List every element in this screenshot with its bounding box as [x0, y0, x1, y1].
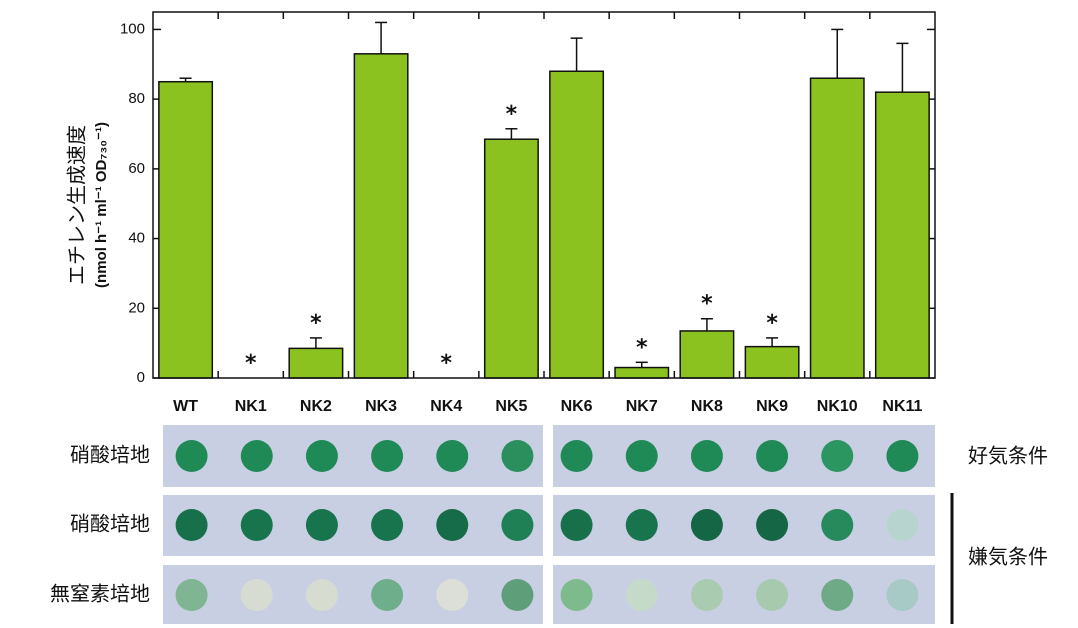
y-tick-label: 100 — [120, 20, 145, 37]
bar — [811, 78, 864, 378]
x-tick-label: NK6 — [561, 398, 593, 415]
row-label: 硝酸培地 — [70, 443, 150, 467]
colony — [626, 579, 658, 611]
x-tick-label: NK9 — [756, 398, 788, 415]
colony — [886, 579, 918, 611]
plates: 好気条件 嫌気条件 硝酸培地硝酸培地無窒素培地 — [50, 425, 1048, 624]
condition-label: 好気条件 — [968, 444, 1048, 468]
colony — [501, 579, 533, 611]
row-label: 無窒素培地 — [50, 582, 150, 606]
colony — [756, 440, 788, 472]
colony — [176, 440, 208, 472]
x-tick-label: NK1 — [235, 398, 267, 415]
significance-marker: * — [766, 311, 778, 336]
colony — [691, 509, 723, 541]
plate — [553, 565, 935, 624]
colony — [691, 440, 723, 472]
bar — [550, 71, 603, 378]
significance-marker: * — [310, 311, 322, 336]
bar — [159, 82, 212, 378]
bar — [485, 139, 538, 378]
colony — [886, 440, 918, 472]
bar — [680, 331, 733, 378]
colony — [436, 440, 468, 472]
x-tick-label: WT — [173, 398, 198, 415]
colony — [241, 440, 273, 472]
y-tick-label: 60 — [128, 160, 145, 177]
colony — [626, 440, 658, 472]
plate — [163, 425, 543, 487]
y-tick-label: 0 — [137, 369, 145, 386]
colony — [371, 579, 403, 611]
x-tick-label: NK3 — [365, 398, 397, 415]
bar — [615, 368, 668, 378]
colony — [306, 509, 338, 541]
row-label: 硝酸培地 — [70, 512, 150, 536]
colony — [561, 440, 593, 472]
plate — [163, 565, 543, 624]
y-axis-label: エチレン生成速度 — [65, 125, 89, 285]
colony — [821, 509, 853, 541]
colony — [821, 440, 853, 472]
significance-marker: * — [506, 102, 518, 127]
x-tick-label: NK10 — [817, 398, 858, 415]
colony — [691, 579, 723, 611]
condition-label: 嫌気条件 — [968, 545, 1048, 569]
significance-marker: * — [636, 335, 648, 360]
colony — [561, 579, 593, 611]
bar — [876, 92, 929, 378]
colony — [241, 579, 273, 611]
colony — [756, 579, 788, 611]
colony — [626, 509, 658, 541]
colony — [886, 509, 918, 541]
colony — [306, 440, 338, 472]
colony — [501, 509, 533, 541]
plate — [553, 425, 935, 487]
significance-marker: * — [440, 351, 452, 376]
y-tick-label: 80 — [128, 90, 145, 107]
colony — [821, 579, 853, 611]
plot: 0 20 40 60 80 100 WT NK1 * NK2 * NK3 NK4 * NK5 * NK6 NK7 *… — [120, 12, 935, 415]
bar — [745, 347, 798, 378]
colony — [436, 509, 468, 541]
significance-marker: * — [245, 351, 257, 376]
colony — [371, 509, 403, 541]
bar — [354, 54, 407, 378]
bar — [289, 348, 342, 378]
y-tick-label: 40 — [128, 230, 145, 247]
plate — [553, 495, 935, 556]
colony — [371, 440, 403, 472]
significance-marker: * — [701, 292, 713, 317]
y-tick-label: 20 — [128, 299, 145, 316]
y-axis-units: (nmol h⁻¹ ml⁻¹ OD₇₃₀⁻¹) — [93, 122, 110, 288]
x-tick-label: NK8 — [691, 398, 723, 415]
colony — [756, 509, 788, 541]
x-tick-label: NK2 — [300, 398, 332, 415]
colony — [561, 509, 593, 541]
x-tick-label: NK7 — [626, 398, 658, 415]
x-tick-label: NK4 — [430, 398, 462, 415]
colony — [306, 579, 338, 611]
x-tick-label: NK5 — [495, 398, 527, 415]
colony — [501, 440, 533, 472]
figure: エチレン生成速度 (nmol h⁻¹ ml⁻¹ OD₇₃₀⁻¹) 0 20 40 60… — [0, 0, 1078, 624]
plate — [163, 495, 543, 556]
colony — [241, 509, 273, 541]
x-tick-label: NK11 — [882, 398, 922, 415]
colony — [436, 579, 468, 611]
colony — [176, 509, 208, 541]
colony — [176, 579, 208, 611]
